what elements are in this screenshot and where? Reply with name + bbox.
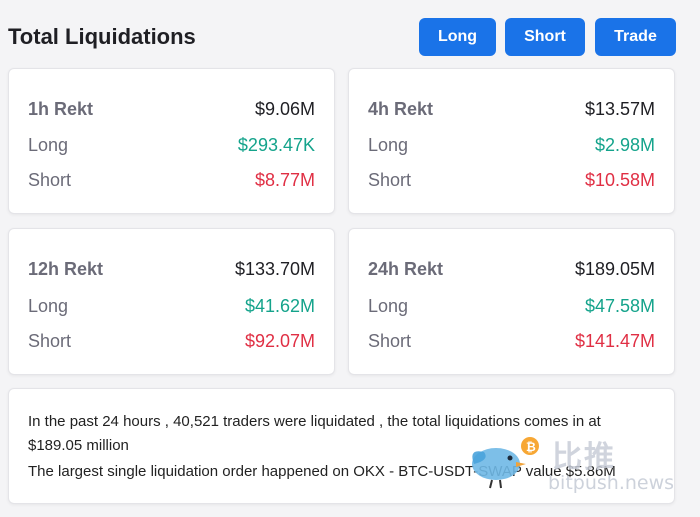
page-title: Total Liquidations — [8, 24, 196, 49]
total-value: $9.06M — [254, 98, 315, 119]
total-value: $133.70M — [234, 258, 315, 279]
short-label: Short — [368, 330, 412, 351]
short-label: Short — [368, 169, 412, 190]
long-label: Long — [368, 134, 409, 155]
rekt-card-4h: 4h Rekt $13.57M Long $2.98M Short $10.58… — [348, 68, 675, 214]
period-label: 12h Rekt — [28, 258, 104, 279]
summary-line: The largest single liquidation order hap… — [28, 463, 616, 480]
total-value: $189.05M — [574, 258, 655, 279]
long-value: $41.62M — [244, 295, 315, 316]
long-row: Long $41.62M — [28, 294, 315, 318]
short-button[interactable]: Short — [505, 18, 585, 56]
period-label: 4h Rekt — [368, 98, 434, 119]
header: Total Liquidations Long Short Trade — [0, 0, 700, 70]
period-label: 24h Rekt — [368, 258, 444, 279]
short-value: $10.58M — [584, 169, 655, 190]
long-row: Long $2.98M — [368, 133, 655, 157]
long-label: Long — [368, 295, 409, 316]
long-row: Long $47.58M — [368, 294, 655, 318]
summary-line: In the past 24 hours , 40,521 traders we… — [28, 413, 601, 430]
short-label: Short — [28, 330, 72, 351]
long-value: $2.98M — [594, 134, 655, 155]
short-row: Short $141.47M — [368, 329, 655, 353]
short-value: $141.47M — [574, 330, 655, 351]
total-value: $13.57M — [584, 98, 655, 119]
summary-line: $189.05 million — [28, 437, 129, 454]
long-label: Long — [28, 134, 69, 155]
rekt-card-24h: 24h Rekt $189.05M Long $47.58M Short $14… — [348, 228, 675, 375]
long-value: $293.47K — [237, 134, 315, 155]
long-button[interactable]: Long — [419, 18, 496, 56]
rekt-card-12h: 12h Rekt $133.70M Long $41.62M Short $92… — [8, 228, 335, 375]
period-label: 1h Rekt — [28, 98, 94, 119]
rekt-total-row: 12h Rekt $133.70M — [28, 257, 315, 281]
long-value: $47.58M — [584, 295, 655, 316]
rekt-total-row: 4h Rekt $13.57M — [368, 97, 655, 121]
rekt-total-row: 1h Rekt $9.06M — [28, 97, 315, 121]
long-label: Long — [28, 295, 69, 316]
short-label: Short — [28, 169, 72, 190]
rekt-total-row: 24h Rekt $189.05M — [368, 257, 655, 281]
short-row: Short $92.07M — [28, 329, 315, 353]
long-row: Long $293.47K — [28, 133, 315, 157]
trade-button[interactable]: Trade — [595, 18, 676, 56]
rekt-card-1h: 1h Rekt $9.06M Long $293.47K Short $8.77… — [8, 68, 335, 214]
short-row: Short $10.58M — [368, 168, 655, 192]
liquidation-summary: In the past 24 hours , 40,521 traders we… — [8, 388, 675, 504]
short-value: $92.07M — [244, 330, 315, 351]
short-value: $8.77M — [254, 169, 315, 190]
short-row: Short $8.77M — [28, 168, 315, 192]
